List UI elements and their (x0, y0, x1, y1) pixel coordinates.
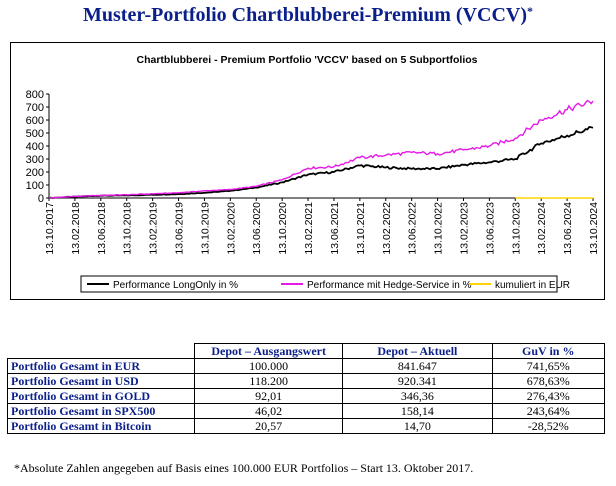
row-value: 20,57 (194, 418, 344, 434)
table-row: Portfolio Gesamt in USD 118.200 920.341 678… (6, 373, 605, 389)
row-value: 118.200 (194, 373, 344, 389)
row-value: 14,70 (342, 418, 493, 434)
table-header-row: Depot – Ausgangswert Depot – Aktuell GuV i… (7, 343, 605, 359)
x-tick-label: 13.10.2018 (122, 202, 134, 255)
table-row: Portfolio Gesamt in EUR 100.000 841.647 741… (6, 358, 605, 374)
row-value: 100.000 (194, 358, 344, 374)
table-header-cell: Depot – Aktuell (342, 343, 493, 359)
series-line-1 (48, 126, 594, 199)
x-tick-label: 13.02.2022 (381, 202, 393, 255)
footnote: *Absolute Zahlen angegeben auf Basis ein… (14, 461, 474, 475)
legend-box (80, 275, 558, 293)
x-tick-label: 13.06.2020 (251, 202, 263, 255)
table-row: Portfolio Gesamt in GOLD 92,01 346,36 276,4… (6, 388, 605, 404)
table-row: Portfolio Gesamt in Bitcoin 20,57 14,70 -28… (6, 418, 605, 434)
table-header-cell: Depot – Ausgangswert (194, 343, 344, 359)
x-tick-label: 13.06.2018 (96, 202, 108, 255)
x-tick-label: 13.02.2020 (225, 202, 237, 255)
x-tick-label: 13.06.2019 (174, 202, 186, 255)
x-tick-label: 13.10.2024 (588, 202, 600, 255)
x-tick-label: 13.02.2019 (148, 202, 160, 255)
x-tick-label: 13.02.2023 (458, 202, 470, 255)
page-title: Muster-Portfolio Chartblubberei-Premium … (0, 4, 616, 27)
x-tick-label: 13.10.2022 (433, 202, 445, 255)
row-value: 920.341 (342, 373, 493, 389)
row-value: -28,52% (491, 418, 605, 434)
row-value: 346,36 (342, 388, 493, 404)
row-label: Portfolio Gesamt in SPX500 (6, 403, 196, 419)
row-label: Portfolio Gesamt in GOLD (6, 388, 196, 404)
table-row: Portfolio Gesamt in SPX500 46,02 158,14 243… (6, 403, 605, 419)
x-tick-label: 13.06.2024 (562, 202, 574, 255)
legend-label: Performance LongOnly in % (113, 280, 238, 291)
x-tick-label: 13.02.2018 (70, 202, 82, 255)
summary-table: Depot – Ausgangswert Depot – Aktuell GuV i… (6, 343, 605, 434)
row-value: 741,65% (491, 358, 605, 374)
y-tick-label: 200 (26, 167, 44, 179)
x-tick-label: 13.02.2021 (303, 202, 315, 255)
chart-title: Chartblubberei - Premium Portfolio 'VCCV… (136, 54, 477, 66)
row-value: 841.647 (342, 358, 493, 374)
row-value: 46,02 (194, 403, 344, 419)
y-tick-label: 500 (26, 128, 44, 140)
row-value: 276,43% (491, 388, 605, 404)
y-tick-label: 400 (26, 141, 44, 153)
y-tick-label: 0 (38, 193, 44, 205)
row-value: 243,64% (491, 403, 605, 419)
chart-frame: Chartblubberei - Premium Portfolio 'VCCV… (10, 42, 605, 300)
x-tick-label: 13.10.2017 (44, 202, 56, 255)
y-tick-label: 800 (26, 89, 44, 101)
series-line-2 (48, 99, 594, 199)
page-title-text: Muster-Portfolio Chartblubberei-Premium … (83, 4, 527, 26)
row-value: 678,63% (491, 373, 605, 389)
table-header-cell: GuV in % (491, 343, 605, 359)
row-value: 92,01 (194, 388, 344, 404)
row-label: Portfolio Gesamt in EUR (6, 358, 196, 374)
row-label: Portfolio Gesamt in USD (6, 373, 196, 389)
y-tick-label: 300 (26, 154, 44, 166)
page-title-star: * (526, 4, 533, 18)
y-tick-label: 700 (26, 102, 44, 114)
row-value: 158,14 (342, 403, 493, 419)
row-label: Portfolio Gesamt in Bitcoin (6, 418, 196, 434)
x-tick-label: 13.10.2021 (355, 202, 367, 255)
y-tick-label: 100 (26, 180, 44, 192)
x-tick-label: 13.10.2020 (277, 202, 289, 255)
x-tick-label: 13.06.2021 (329, 202, 341, 255)
performance-chart: Chartblubberei - Premium Portfolio 'VCCV… (26, 54, 600, 293)
x-tick-label: 13.06.2023 (484, 202, 496, 255)
y-tick-label: 600 (26, 115, 44, 127)
x-tick-label: 13.10.2019 (199, 202, 211, 255)
legend-label: Performance mit Hedge-Service in % (307, 280, 472, 291)
legend-label: kumuliert in EUR (495, 280, 570, 291)
table-header-blank (7, 343, 196, 359)
x-tick-label: 13.10.2023 (510, 202, 522, 255)
x-tick-label: 13.02.2024 (536, 202, 548, 255)
x-tick-label: 13.06.2022 (407, 202, 419, 255)
